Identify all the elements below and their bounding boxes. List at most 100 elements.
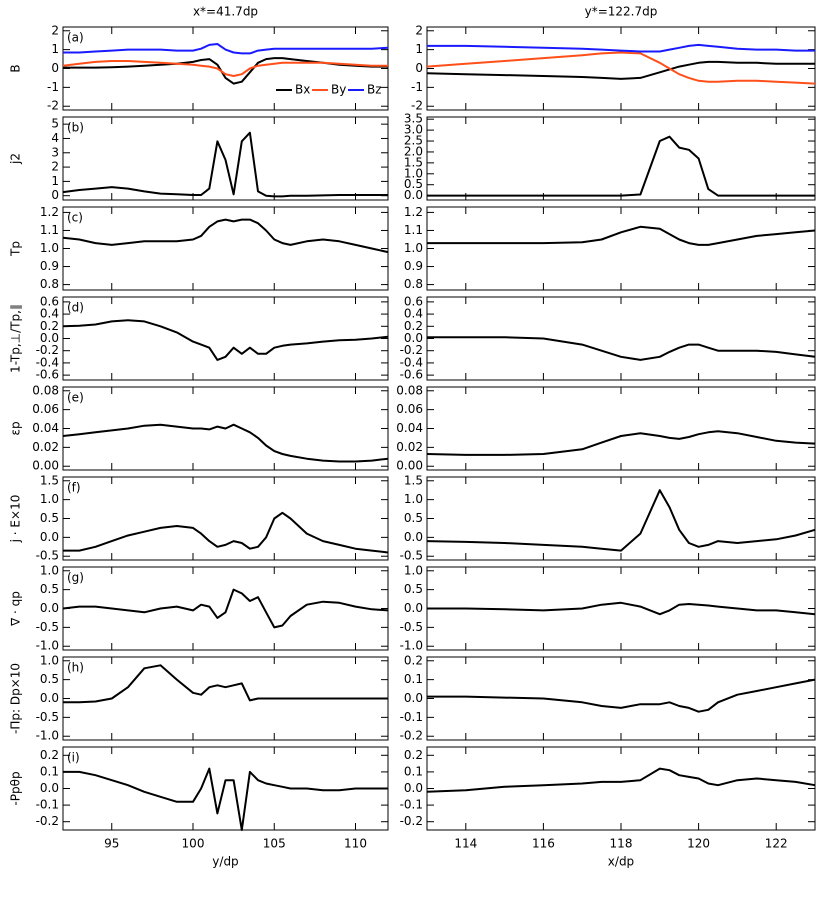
data-line — [62, 588, 389, 629]
y-tick-label: -0.1 — [400, 710, 423, 724]
y-tick-label: 1.0 — [40, 563, 59, 577]
plot-frame — [62, 116, 389, 201]
legend-label: By — [331, 83, 346, 97]
y-tick-label: 0.8 — [404, 277, 423, 291]
panel-label: (c) — [67, 211, 83, 225]
y-tick-label: 2.0 — [404, 144, 423, 158]
y-axis-label: -Πp: Dp×10 — [9, 663, 23, 734]
y-tick-label: 4 — [51, 131, 59, 145]
y-tick-label: -0.5 — [400, 549, 423, 563]
data-line — [427, 678, 816, 713]
y-tick-label: 0.08 — [396, 383, 423, 397]
plot-frame — [426, 656, 816, 741]
plot-frame — [426, 296, 816, 381]
plot-frame — [426, 206, 816, 291]
data-line — [426, 430, 816, 456]
y-tick-label: 1.0 — [40, 492, 59, 506]
y-tick-label: -0.2 — [400, 814, 423, 828]
plot-frame — [426, 116, 816, 201]
data-line — [426, 51, 816, 85]
y-tick-label: 0.6 — [404, 294, 423, 308]
y-axis-label: ∇ · qp — [9, 591, 23, 627]
x-tick-label: 105 — [263, 837, 286, 851]
data-line — [62, 131, 388, 198]
data-line — [427, 135, 815, 197]
y-tick-label: -0.5 — [400, 620, 423, 634]
y-tick-label: -1 — [411, 80, 423, 94]
y-tick-label: 0.2 — [404, 748, 423, 762]
y-axis-label: j · E×10 — [9, 495, 23, 544]
plot-frame — [426, 386, 816, 471]
x-tick-label: 110 — [344, 837, 367, 851]
y-tick-label: 3.0 — [404, 123, 423, 137]
data-line — [62, 319, 389, 361]
y-tick-label: 3 — [51, 145, 59, 159]
y-tick-label: 1.2 — [404, 205, 423, 219]
plot-frame — [62, 476, 389, 561]
y-tick-label: 0.5 — [40, 672, 59, 686]
y-tick-label: 0.4 — [40, 307, 59, 321]
column-title: y*=122.7dp — [585, 5, 658, 19]
y-axis-label: Tp — [9, 241, 23, 257]
y-tick-label: -0.5 — [36, 620, 59, 634]
y-tick-label: 0.5 — [404, 511, 423, 525]
y-tick-label: 0 — [51, 188, 59, 202]
y-tick-label: 0.1 — [40, 764, 59, 778]
y-tick-label: 0.04 — [396, 421, 423, 435]
y-tick-label: -0.2 — [400, 729, 423, 743]
y-tick-label: -1.0 — [36, 729, 59, 743]
y-tick-label: 0.9 — [404, 259, 423, 273]
y-tick-label: -2 — [47, 99, 59, 113]
y-tick-label: 1.1 — [404, 223, 423, 237]
panel-label: (d) — [67, 301, 84, 315]
y-axis-label: εp — [9, 421, 23, 435]
data-line — [62, 60, 388, 77]
x-tick-label: 120 — [687, 837, 710, 851]
y-tick-label: 0.0 — [404, 530, 423, 544]
y-tick-label: 3.5 — [404, 112, 423, 126]
y-tick-label: 0.1 — [404, 764, 423, 778]
y-tick-label: 0.5 — [404, 177, 423, 191]
x-axis-label: x/dp — [608, 855, 634, 869]
panel-label: (f) — [67, 481, 81, 495]
data-line — [426, 60, 815, 80]
y-tick-label: -0.2 — [36, 343, 59, 357]
y-tick-label: -0.2 — [400, 343, 423, 357]
x-tick-label: 95 — [104, 837, 119, 851]
x-tick-label: 114 — [454, 837, 477, 851]
y-tick-label: 5 — [51, 117, 59, 131]
data-line — [427, 601, 816, 616]
y-tick-label: 1.0 — [40, 653, 59, 667]
y-tick-label: 0.08 — [32, 383, 59, 397]
y-tick-label: -0.5 — [36, 710, 59, 724]
legend-label: Bz — [367, 83, 382, 97]
y-tick-label: 0.6 — [40, 294, 59, 308]
y-tick-label: 2.5 — [404, 134, 423, 148]
y-axis-label: -Ppθp — [9, 771, 23, 805]
y-tick-label: 0.5 — [404, 582, 423, 596]
y-tick-label: 0.06 — [396, 402, 423, 416]
y-tick-label: 1 — [51, 42, 59, 56]
x-tick-label: 116 — [532, 837, 555, 851]
data-line — [426, 767, 816, 793]
plot-frame — [426, 476, 816, 561]
data-line — [426, 489, 816, 552]
y-axis-label: B — [9, 64, 23, 72]
y-tick-label: 0.2 — [40, 748, 59, 762]
y-tick-label: 0.4 — [404, 307, 423, 321]
y-tick-label: -0.1 — [400, 798, 423, 812]
y-tick-label: 1.0 — [40, 241, 59, 255]
y-tick-label: 0.0 — [404, 188, 423, 202]
y-axis-label: 1-Tp,⊥/Tp,∥ — [9, 304, 23, 373]
y-tick-label: -0.5 — [36, 549, 59, 563]
y-tick-label: 2 — [51, 160, 59, 174]
panel-label: (b) — [67, 121, 84, 135]
data-line — [62, 218, 389, 254]
y-tick-label: 0 — [415, 61, 423, 75]
y-tick-label: -1 — [47, 80, 59, 94]
data-line — [427, 43, 815, 53]
legend-label: Bx — [295, 83, 310, 97]
y-tick-label: 0 — [51, 61, 59, 75]
y-tick-label: 0.04 — [32, 421, 59, 435]
